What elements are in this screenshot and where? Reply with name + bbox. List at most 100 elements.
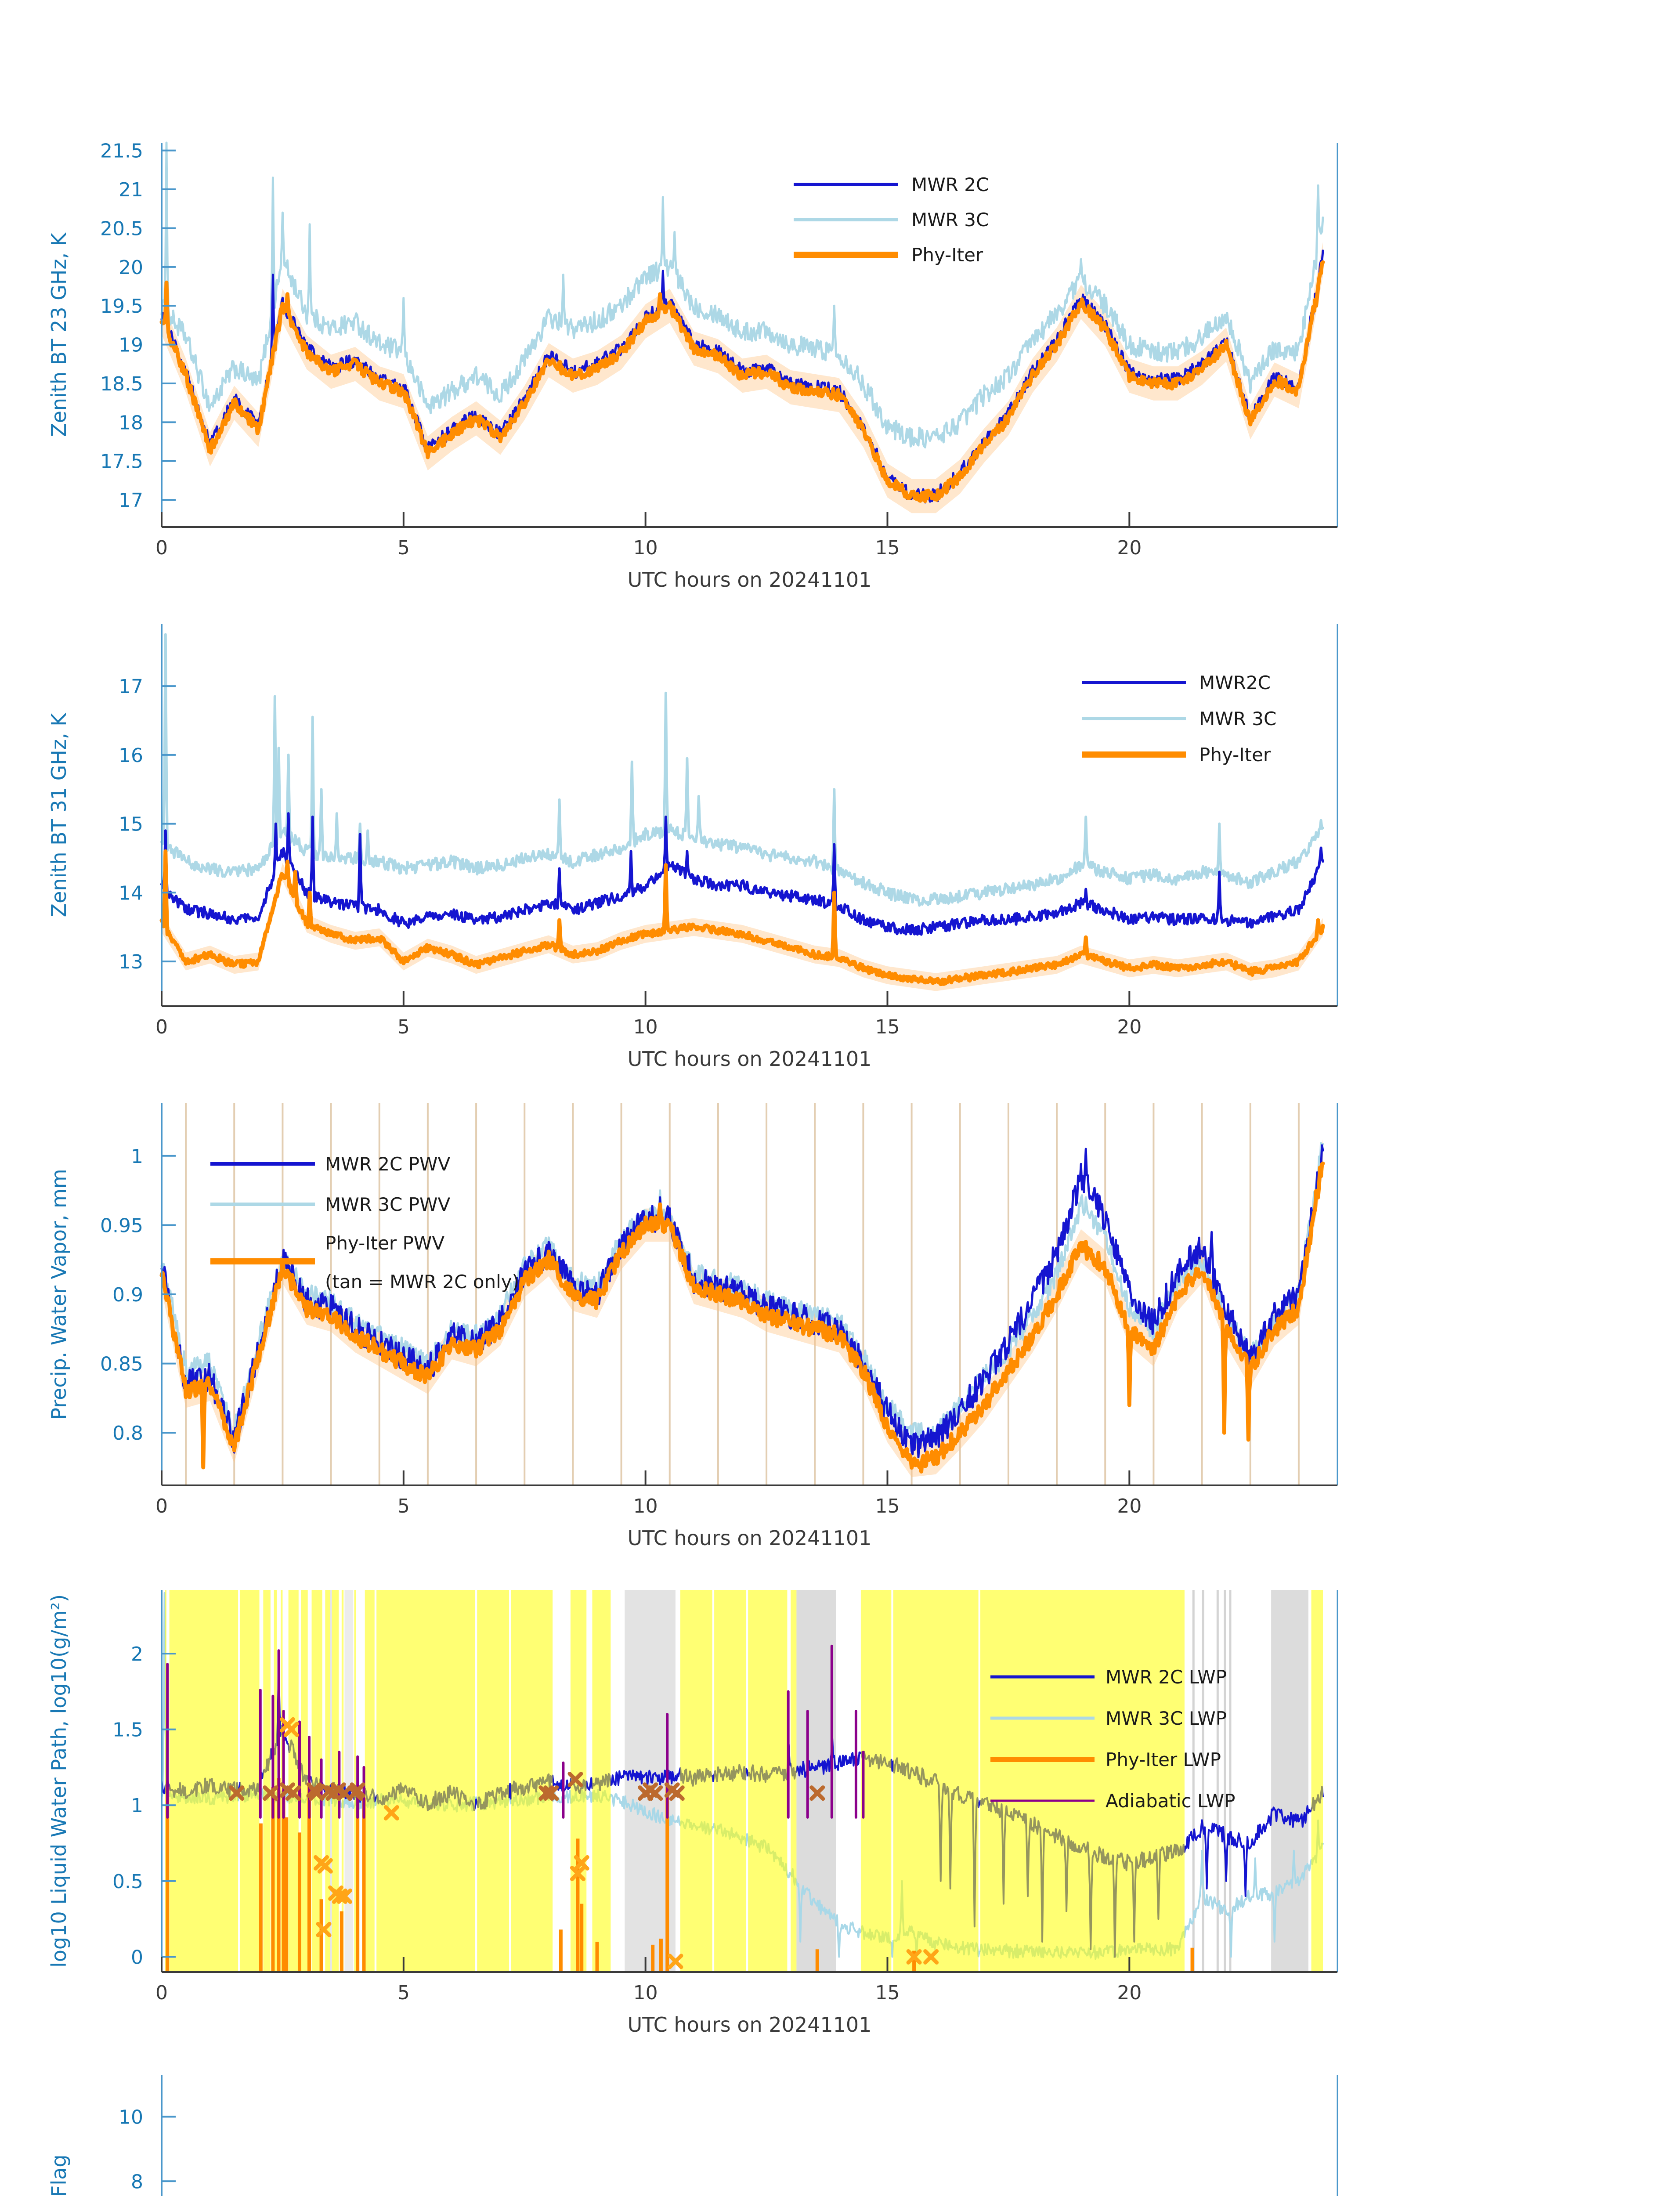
y-tick-label: 1 [131, 1145, 143, 1168]
yellow-band [1311, 1590, 1323, 1972]
tan-vline [959, 1103, 961, 1485]
x-tick-label: 15 [875, 1495, 900, 1517]
yellow-band [240, 1590, 260, 1972]
yellow-band [680, 1590, 712, 1972]
x-marker [809, 1785, 825, 1801]
series-mwr-2c [160, 249, 1324, 504]
x-tick-label: 0 [155, 1016, 168, 1038]
tan-vline [814, 1103, 816, 1485]
legend-panel-1: MWR 2C MWR 3C Phy-Iter [794, 174, 989, 266]
tan-vline [1153, 1103, 1155, 1485]
panel-3 [159, 1103, 1325, 1485]
series-phy-iter-pwv [159, 1161, 1325, 1474]
yellow-band [748, 1590, 788, 1972]
yellow-band [332, 1590, 339, 1972]
y-tick-label: 17 [119, 489, 143, 512]
yellow-band [169, 1590, 238, 1972]
x-marker [285, 1785, 301, 1801]
gray-line [1192, 1590, 1195, 1972]
x-tick-label: 0 [155, 537, 168, 559]
yellow-band [477, 1590, 509, 1972]
tan-vline [910, 1103, 913, 1485]
gray-line [1229, 1590, 1232, 1972]
y-tick-label: 19 [119, 334, 143, 357]
series-phy-iter [159, 849, 1325, 986]
x-marker [570, 1866, 585, 1882]
legend-panel-4: MWR 2C LWP MWR 3C LWP Phy-Iter LWP Adiabati… [990, 1666, 1235, 1812]
y-tick-label: 10 [119, 2106, 143, 2128]
x-marker [229, 1785, 245, 1801]
legend-label: Phy-Iter [911, 244, 983, 266]
y-tick-label: 0.9 [112, 1284, 143, 1306]
legend-label: MWR 3C [1199, 708, 1276, 730]
panel-1 [159, 141, 1325, 513]
legend-label: MWR 3C LWP [1106, 1708, 1227, 1729]
x-marker [567, 1772, 583, 1788]
tan-vline [1201, 1103, 1203, 1485]
yellow-band [288, 1590, 299, 1972]
series-mwr2c [160, 812, 1324, 936]
axes-panel-2: 13 14 15 16 17 0 5 10 15 20 UTC hours on 20241101 Z… [47, 624, 1338, 1071]
axes-panel-1: 17 17.5 18 18.5 19 19.5 20 20.5 21 21.5 0 5 10 15 20 UT… [47, 140, 1338, 592]
tan-vline [668, 1103, 671, 1485]
x-tick-label: 0 [155, 1982, 168, 2004]
series-mwr-3c [160, 633, 1324, 907]
yellow-band [365, 1590, 375, 1972]
x-marker [383, 1805, 399, 1820]
tan-vline [475, 1103, 477, 1485]
yellow-band [791, 1590, 797, 1972]
x-tick-label: 15 [875, 1016, 900, 1038]
y-axis-label: Precip. Water Vapor, mm [47, 1169, 71, 1419]
legend-label: MWR 3C [911, 209, 989, 231]
yellow-band [325, 1590, 330, 1972]
x-tick-label: 15 [875, 1982, 900, 2004]
x-marker [543, 1785, 559, 1801]
y-tick-label: 0.85 [100, 1353, 143, 1376]
x-marker [923, 1949, 939, 1965]
tan-vline [1249, 1103, 1251, 1485]
legend-panel-3: MWR 2C PWV MWR 3C PWV Phy-Iter PWV (tan = M… [210, 1153, 519, 1293]
x-axis-label: UTC hours on 20241101 [628, 2013, 872, 2037]
yellow-band [165, 1590, 167, 1972]
x-marker [668, 1954, 683, 1969]
y-tick-label: 2 [131, 1643, 143, 1665]
tan-vline [233, 1103, 235, 1485]
yellow-band [714, 1590, 746, 1972]
yellow-band [511, 1590, 553, 1972]
x-marker [647, 1785, 663, 1801]
x-marker [283, 1722, 299, 1737]
x-tick-label: 5 [397, 1016, 410, 1038]
y-tick-label: 20 [119, 256, 143, 279]
x-marker [906, 1949, 922, 1965]
y-tick-label: 13 [119, 951, 143, 973]
x-tick-label: 20 [1117, 537, 1142, 559]
yellow-band [274, 1590, 277, 1972]
y-tick-label: 17 [119, 675, 143, 698]
x-tick-label: 5 [397, 1982, 410, 2004]
x-tick-label: 20 [1117, 1982, 1142, 2004]
x-tick-label: 10 [633, 1016, 658, 1038]
legend-label: MWR 2C LWP [1106, 1666, 1227, 1688]
tan-vline [378, 1103, 380, 1485]
y-tick-label: 0 [131, 1946, 143, 1968]
y-tick-label: 1 [131, 1795, 143, 1817]
gray-line [1202, 1590, 1204, 1972]
y-tick-label: 16 [119, 744, 143, 767]
x-tick-label: 20 [1117, 1016, 1142, 1038]
legend-panel-2: MWR2C MWR 3C Phy-Iter [1082, 672, 1276, 766]
tan-vline [1104, 1103, 1106, 1485]
tan-vline [282, 1103, 284, 1485]
x-axis-label: UTC hours on 20241101 [628, 1526, 872, 1550]
x-tick-label: 10 [633, 1495, 658, 1517]
gray-line [1224, 1590, 1226, 1972]
y-axis-label: Zenith BT 31 GHz, K [47, 712, 71, 917]
yellow-band [980, 1590, 1185, 1972]
y-tick-label: 14 [119, 882, 143, 904]
yellow-band [341, 1590, 344, 1972]
y-tick-label: 18 [119, 412, 143, 434]
tan-vline [185, 1103, 187, 1485]
legend-label: (tan = MWR 2C only) [325, 1271, 519, 1293]
